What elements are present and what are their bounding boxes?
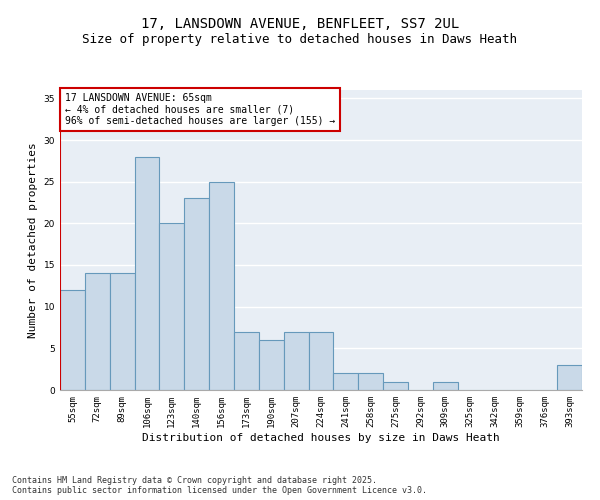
Bar xyxy=(284,332,308,390)
Bar xyxy=(184,198,209,390)
Text: Contains HM Land Registry data © Crown copyright and database right 2025.
Contai: Contains HM Land Registry data © Crown c… xyxy=(12,476,427,495)
Bar xyxy=(433,382,458,390)
Bar xyxy=(259,340,284,390)
Bar xyxy=(110,274,134,390)
Bar xyxy=(557,365,582,390)
Text: 17, LANSDOWN AVENUE, BENFLEET, SS7 2UL: 17, LANSDOWN AVENUE, BENFLEET, SS7 2UL xyxy=(141,18,459,32)
X-axis label: Distribution of detached houses by size in Daws Heath: Distribution of detached houses by size … xyxy=(142,432,500,442)
Bar xyxy=(358,374,383,390)
Text: Size of property relative to detached houses in Daws Heath: Size of property relative to detached ho… xyxy=(83,32,517,46)
Bar xyxy=(60,290,85,390)
Y-axis label: Number of detached properties: Number of detached properties xyxy=(28,142,38,338)
Bar xyxy=(234,332,259,390)
Bar xyxy=(160,224,184,390)
Bar xyxy=(308,332,334,390)
Bar xyxy=(383,382,408,390)
Bar xyxy=(334,374,358,390)
Text: 17 LANSDOWN AVENUE: 65sqm
← 4% of detached houses are smaller (7)
96% of semi-de: 17 LANSDOWN AVENUE: 65sqm ← 4% of detach… xyxy=(65,93,335,126)
Bar xyxy=(85,274,110,390)
Bar xyxy=(134,156,160,390)
Bar xyxy=(209,182,234,390)
